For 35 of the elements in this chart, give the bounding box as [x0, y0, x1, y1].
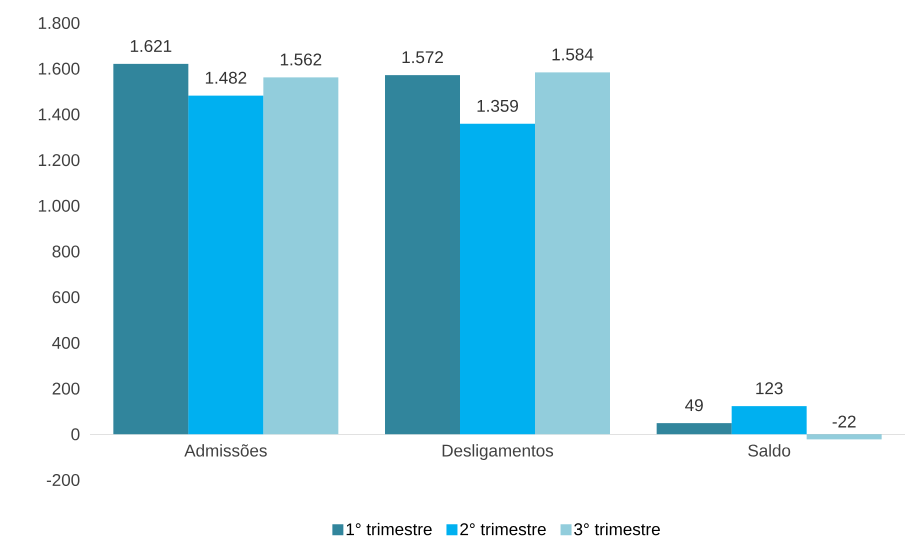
y-tick-label: 200 — [52, 382, 80, 395]
y-tick-label: 800 — [52, 245, 80, 258]
x-tick-label: Desligamentos — [442, 444, 554, 460]
y-tick-label: 1.800 — [38, 16, 80, 30]
bar — [535, 72, 610, 434]
data-label: 1.359 — [478, 100, 518, 112]
legend-label: 1° trimestre — [346, 522, 432, 536]
data-label: 1.562 — [280, 53, 322, 66]
bar — [732, 406, 807, 434]
y-tick-label: 1.200 — [38, 154, 80, 166]
bar — [263, 77, 338, 434]
data-label: 1.572 — [402, 51, 443, 64]
bar — [385, 75, 460, 434]
legend-label: 2° trimestre — [460, 522, 546, 536]
y-tick-label: 600 — [52, 291, 80, 304]
y-tick-label: 1.600 — [38, 62, 80, 75]
bar — [656, 423, 732, 434]
y-tick-label: 1.400 — [38, 108, 80, 120]
data-label: 123 — [756, 382, 783, 394]
bar — [188, 96, 264, 434]
y-tick-label: -200 — [46, 474, 80, 486]
data-label: 1.482 — [206, 72, 246, 84]
data-label: 1.621 — [130, 40, 172, 52]
bar — [460, 124, 536, 434]
bar — [113, 64, 188, 434]
y-tick-label: 400 — [52, 336, 80, 349]
data-label: 49 — [685, 399, 703, 412]
data-label: 1.584 — [552, 48, 594, 60]
legend-label: 3° trimestre — [574, 522, 660, 536]
y-tick-label: 0 — [71, 428, 80, 440]
x-tick-label: Saldo — [748, 444, 790, 457]
x-tick-label: Admissões — [184, 444, 267, 457]
y-tick-label: 1.000 — [38, 200, 80, 212]
data-label: -22 — [832, 416, 856, 428]
bar — [806, 434, 882, 440]
